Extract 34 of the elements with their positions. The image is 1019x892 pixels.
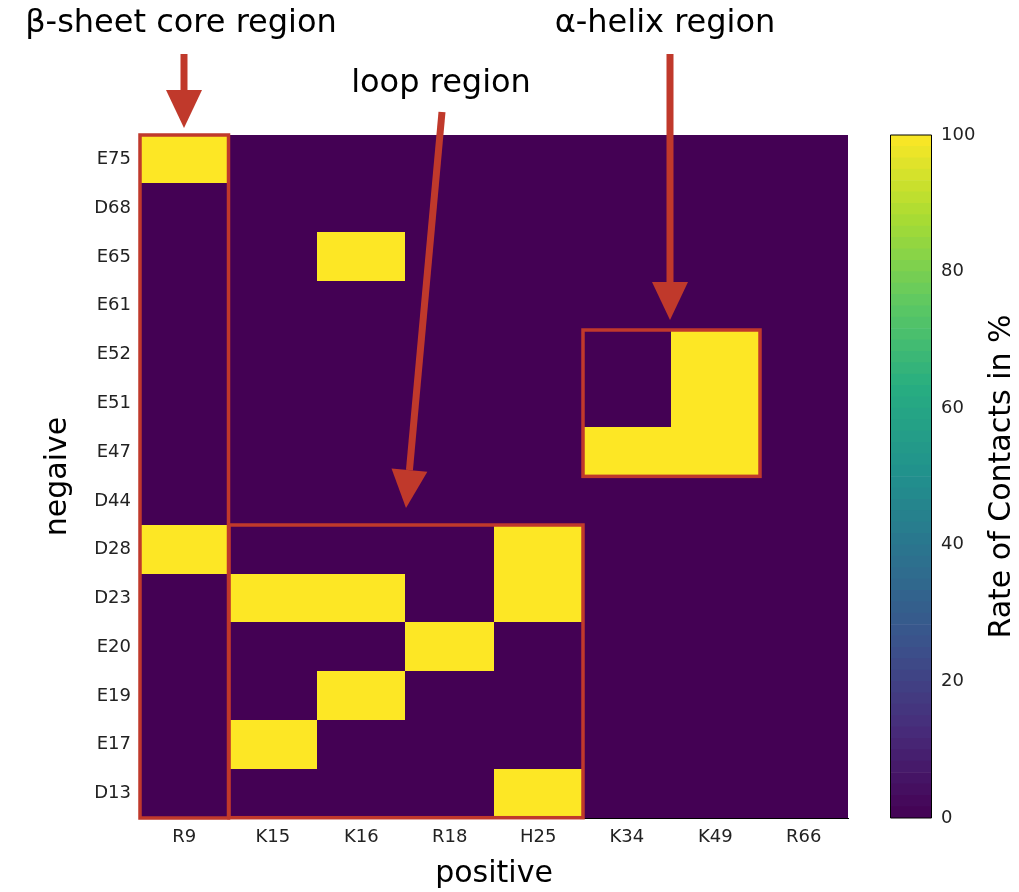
- text: β-sheet core region: [25, 2, 337, 40]
- y-tick-label: E65: [96, 244, 131, 266]
- y-tick-label: E51: [96, 390, 131, 412]
- text: α-helix region: [554, 2, 776, 40]
- y-tick-label: E61: [96, 293, 131, 315]
- x-tick-label: R66: [786, 825, 822, 847]
- x-tick-label: K15: [255, 825, 291, 847]
- y-tick-label: E17: [96, 732, 131, 754]
- x-tick-label: R9: [172, 825, 197, 847]
- text: loop region: [351, 62, 531, 100]
- y-tick-label: E47: [96, 439, 131, 461]
- y-tick-label: E20: [96, 634, 131, 656]
- color-bar-label: 0: [941, 805, 953, 827]
- y-tick-label: E75: [96, 147, 131, 169]
- color-bar-label: 80: [941, 259, 964, 281]
- color-bar-label: 100: [941, 122, 976, 144]
- color-bar-label: 20: [941, 669, 964, 691]
- x-tick-label: K49: [697, 825, 733, 847]
- y-tick-label: D13: [94, 781, 131, 803]
- y-tick-label: D23: [94, 586, 131, 608]
- x-tick-label: K16: [343, 825, 379, 847]
- x-tick-label: R18: [432, 825, 468, 847]
- color-bar-title: Rate of Contacts in %: [981, 314, 1017, 639]
- x-tick-label: K34: [609, 825, 645, 847]
- y-tick-label: D44: [94, 488, 131, 510]
- y-tick-label: D28: [94, 537, 131, 559]
- y-tick-label: E19: [96, 683, 131, 705]
- x-axis-title: positive: [435, 853, 553, 889]
- color-bar-label: 40: [941, 532, 964, 554]
- x-tick-label: H25: [520, 825, 557, 847]
- y-tick-label: E52: [96, 342, 131, 364]
- y-axis-title: negaive: [37, 416, 73, 537]
- y-tick-label: D68: [94, 195, 131, 217]
- color-bar-label: 60: [941, 395, 964, 417]
